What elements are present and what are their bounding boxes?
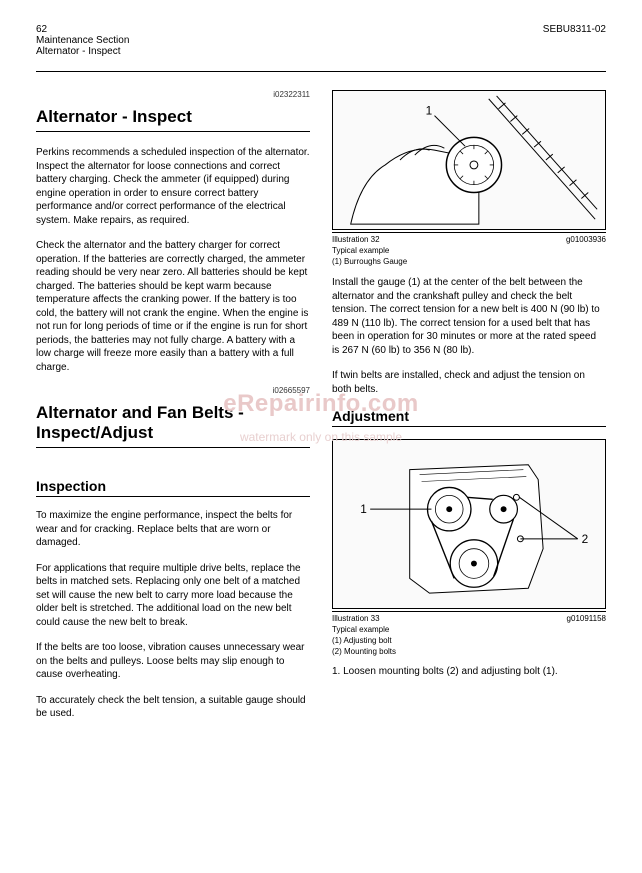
- illus32-sub: Typical example: [332, 246, 606, 255]
- sub-rule-adjustment: [332, 426, 606, 427]
- illus32-caption-row: Illustration 32 g01003936: [332, 232, 606, 244]
- illus32-note: (1) Burroughs Gauge: [332, 257, 606, 266]
- para-l3: To maximize the engine performance, insp…: [36, 509, 310, 550]
- title-belts: Alternator and Fan Belts - Inspect/Adjus…: [36, 403, 310, 443]
- sub-rule-inspection: [36, 496, 310, 497]
- para-l5: If the belts are too loose, vibration ca…: [36, 641, 310, 682]
- para-r2: If twin belts are installed, check and a…: [332, 369, 606, 396]
- illus33-note2: (2) Mounting bolts: [332, 647, 606, 656]
- para-l6: To accurately check the belt tension, a …: [36, 694, 310, 721]
- header-left: 62 Maintenance Section Alternator - Insp…: [36, 24, 129, 57]
- page-number: 62: [36, 24, 129, 35]
- header-right: SEBU8311-02: [543, 24, 606, 57]
- illus33-sub: Typical example: [332, 625, 606, 634]
- header-rule: [36, 71, 606, 72]
- doc-code: SEBU8311-02: [543, 24, 606, 35]
- doc-id-2: i02665597: [36, 386, 310, 395]
- subtitle-inspection: Inspection: [36, 478, 310, 494]
- illus32-code: g01003936: [566, 235, 606, 244]
- illustration-33: 1 2: [332, 439, 606, 609]
- callout-2: 2: [582, 532, 589, 546]
- illustration-32: 1: [332, 90, 606, 230]
- step-1: 1. Loosen mounting bolts (2) and adjusti…: [332, 666, 606, 677]
- callout-1: 1: [426, 104, 433, 118]
- para-r1: Install the gauge (1) at the center of t…: [332, 276, 606, 357]
- illus33-caption-row: Illustration 33 g01091158: [332, 611, 606, 623]
- title-rule-2: [36, 447, 310, 448]
- illus32-label: Illustration 32: [332, 235, 380, 244]
- page-header: 62 Maintenance Section Alternator - Insp…: [36, 24, 606, 57]
- section-line-1: Maintenance Section: [36, 35, 129, 46]
- para-l1: Perkins recommends a scheduled inspectio…: [36, 146, 310, 227]
- illus33-code: g01091158: [567, 614, 606, 623]
- doc-id-1: i02322311: [36, 90, 310, 99]
- title-rule-1: [36, 131, 310, 132]
- illus33-note1: (1) Adjusting bolt: [332, 636, 606, 645]
- left-column: i02322311 Alternator - Inspect Perkins r…: [36, 90, 310, 733]
- para-l4: For applications that require multiple d…: [36, 562, 310, 630]
- illus33-label: Illustration 33: [332, 614, 380, 623]
- engine-illustration-svg: 1 2: [333, 440, 605, 608]
- gauge-illustration-svg: 1: [333, 91, 605, 229]
- title-alternator-inspect: Alternator - Inspect: [36, 107, 310, 127]
- content-columns: i02322311 Alternator - Inspect Perkins r…: [36, 90, 606, 733]
- para-l2: Check the alternator and the battery cha…: [36, 239, 310, 374]
- callout-1b: 1: [360, 502, 367, 516]
- section-line-2: Alternator - Inspect: [36, 46, 129, 57]
- right-column: 1 Illustration 32 g01003936 Typical exam…: [332, 90, 606, 733]
- subtitle-adjustment: Adjustment: [332, 408, 606, 424]
